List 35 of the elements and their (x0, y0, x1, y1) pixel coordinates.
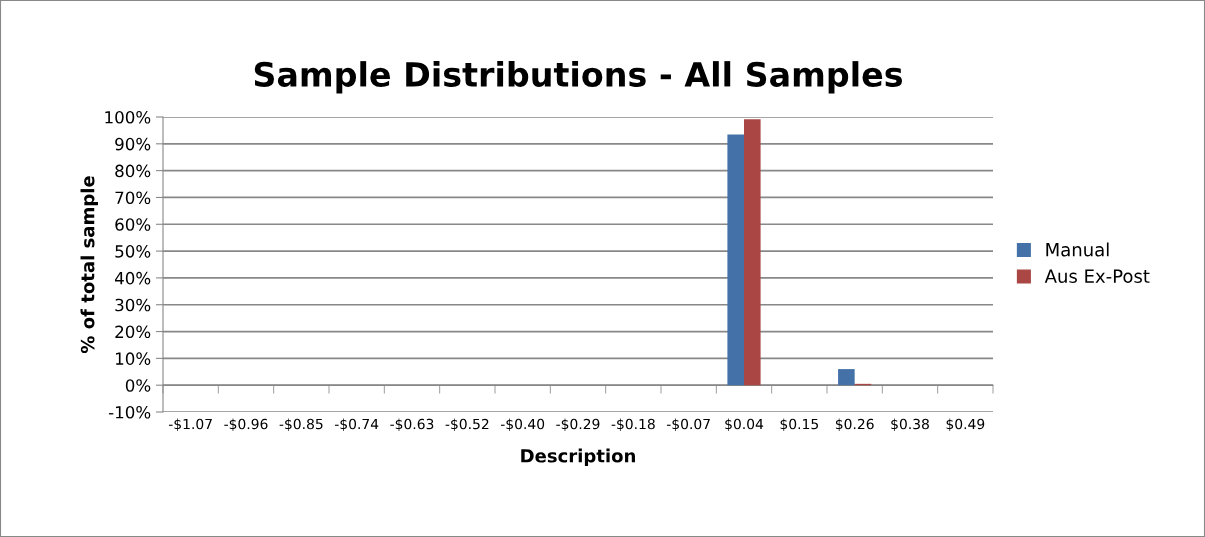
x-tick-label: $0.15 (780, 418, 818, 432)
x-tick-label: -$0.96 (224, 418, 268, 432)
y-tick-label: 50% (115, 245, 151, 258)
y-tick-label: 10% (115, 352, 151, 365)
x-tick-label: $0.49 (946, 418, 985, 432)
y-axis-title: % of total sample (80, 176, 98, 354)
x-tick-label: -$0.63 (390, 418, 434, 432)
y-tick-label: 80% (115, 164, 151, 178)
bar (744, 119, 761, 386)
y-tick-label: 60% (115, 218, 151, 231)
y-tick-label: 30% (115, 298, 151, 312)
x-tick-label: -$0.40 (500, 418, 545, 432)
x-axis-title: Description (521, 448, 635, 467)
legend-label: Manual (1046, 242, 1109, 257)
x-tick-label: -$0.29 (556, 418, 600, 432)
x-tick-label: -$1.07 (168, 418, 212, 432)
y-tick-label: 70% (115, 191, 151, 205)
x-tick-label: -$0.18 (611, 418, 655, 432)
y-tick-label: 20% (115, 325, 151, 339)
bar (838, 369, 855, 386)
x-tick-label: -$0.52 (445, 418, 489, 432)
y-tick-label: 90% (115, 137, 151, 151)
x-tick-label: $0.26 (835, 418, 874, 432)
x-tick-label: $0.38 (891, 418, 929, 432)
x-tick-label: -$0.07 (666, 418, 710, 432)
y-tick-label: -10% (108, 405, 151, 419)
x-tick-label: -$0.85 (279, 418, 323, 432)
y-tick-label: 40% (114, 271, 151, 285)
chart-title: Sample Distributions - All Samples (254, 61, 902, 94)
x-tick-label: $0.04 (725, 418, 764, 432)
x-tick-label: -$0.74 (334, 418, 379, 432)
y-tick-label: 0% (125, 379, 151, 392)
legend-label: Aus Ex-Post (1044, 269, 1150, 283)
y-tick-label: 100% (105, 110, 151, 124)
bar (727, 134, 744, 386)
